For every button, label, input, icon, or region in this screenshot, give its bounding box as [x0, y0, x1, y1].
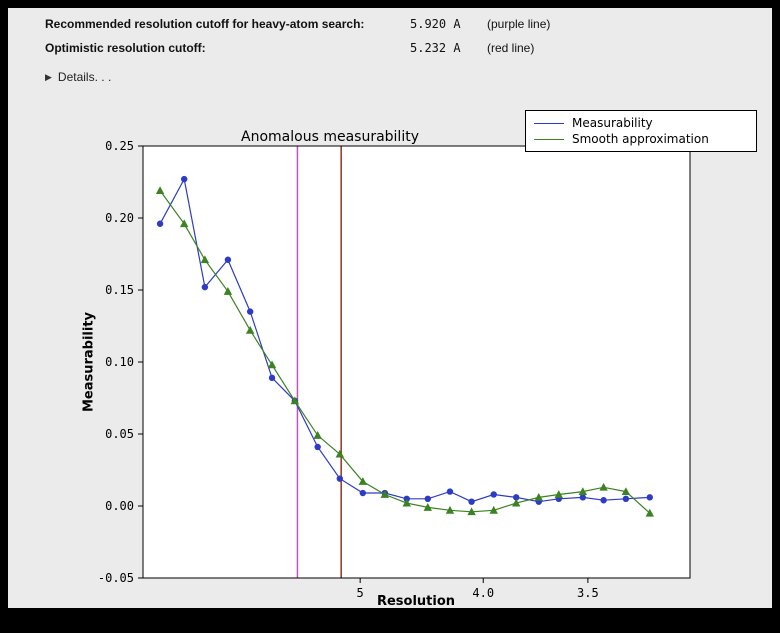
- legend-label-measurability: Measurability: [572, 116, 653, 130]
- details-toggle[interactable]: ▶ Details. . .: [45, 70, 111, 84]
- svg-text:0.05: 0.05: [105, 427, 134, 441]
- optimistic-cutoff-row: Optimistic resolution cutoff: 5.232 A (r…: [8, 39, 772, 61]
- details-label: Details. . .: [57, 70, 112, 84]
- legend-item-measurability: Measurability: [532, 115, 750, 131]
- svg-text:0.20: 0.20: [105, 211, 134, 225]
- legend-item-smooth: Smooth approximation: [532, 131, 750, 147]
- svg-text:-0.05: -0.05: [98, 571, 134, 585]
- smooth-line-swatch: [534, 138, 564, 140]
- y-axis-label: Measurability: [81, 311, 97, 413]
- svg-text:0.15: 0.15: [105, 283, 134, 297]
- optimistic-cutoff-label: Optimistic resolution cutoff:: [45, 41, 206, 55]
- svg-text:0.00: 0.00: [105, 499, 134, 513]
- chart-figure: 0.25 0.20 0.15 0.10 0.05 0.00 -0.05 5 4.0 3.5 Ano…: [8, 98, 772, 609]
- svg-text:3.5: 3.5: [577, 586, 599, 600]
- x-axis-label: Resolution: [376, 594, 456, 609]
- optimistic-cutoff-note: (red line): [487, 41, 535, 55]
- app-window: Recommended resolution cutoff for heavy-…: [8, 8, 772, 609]
- svg-text:0.10: 0.10: [105, 355, 134, 369]
- measurability-line-swatch: [534, 122, 564, 124]
- disclosure-triangle-icon: ▶: [45, 72, 52, 82]
- plot-area: 0.25 0.20 0.15 0.10 0.05 0.00 -0.05 5 4.0 3.5: [98, 139, 691, 600]
- chart-title: Anomalous measurability: [241, 129, 419, 145]
- optimistic-cutoff-value: 5.232 A: [410, 41, 461, 55]
- recommended-cutoff-label: Recommended resolution cutoff for heavy-…: [45, 17, 365, 31]
- recommended-cutoff-note: (purple line): [487, 17, 551, 31]
- svg-text:0.25: 0.25: [105, 139, 134, 153]
- legend-label-smooth: Smooth approximation: [572, 132, 709, 146]
- svg-text:5: 5: [357, 586, 364, 600]
- recommended-cutoff-row: Recommended resolution cutoff for heavy-…: [8, 15, 772, 37]
- svg-text:4.0: 4.0: [472, 586, 494, 600]
- recommended-cutoff-value: 5.920 A: [410, 17, 461, 31]
- chart-legend: Measurability Smooth approximation: [525, 110, 757, 152]
